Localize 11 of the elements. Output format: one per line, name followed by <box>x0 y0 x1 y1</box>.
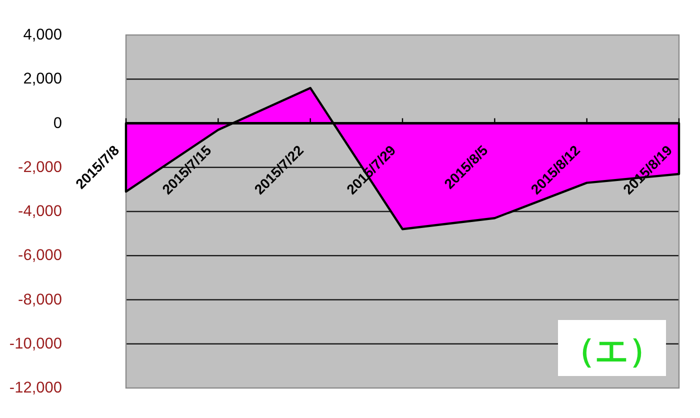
y-tick-label: 0 <box>53 114 62 132</box>
y-tick-label: 2,000 <box>23 70 62 88</box>
y-tick-label: -12,000 <box>9 380 62 396</box>
y-tick-label: -10,000 <box>9 335 62 352</box>
annotation: （エ） <box>558 320 666 376</box>
annotation: （エ） <box>562 330 662 370</box>
y-tick-label: -4,000 <box>18 203 62 220</box>
y-tick-label: -8,000 <box>18 291 62 308</box>
y-tick-label: 4,000 <box>23 26 62 44</box>
y-tick-label: -2,000 <box>18 158 62 176</box>
y-tick-label: -6,000 <box>18 247 62 264</box>
